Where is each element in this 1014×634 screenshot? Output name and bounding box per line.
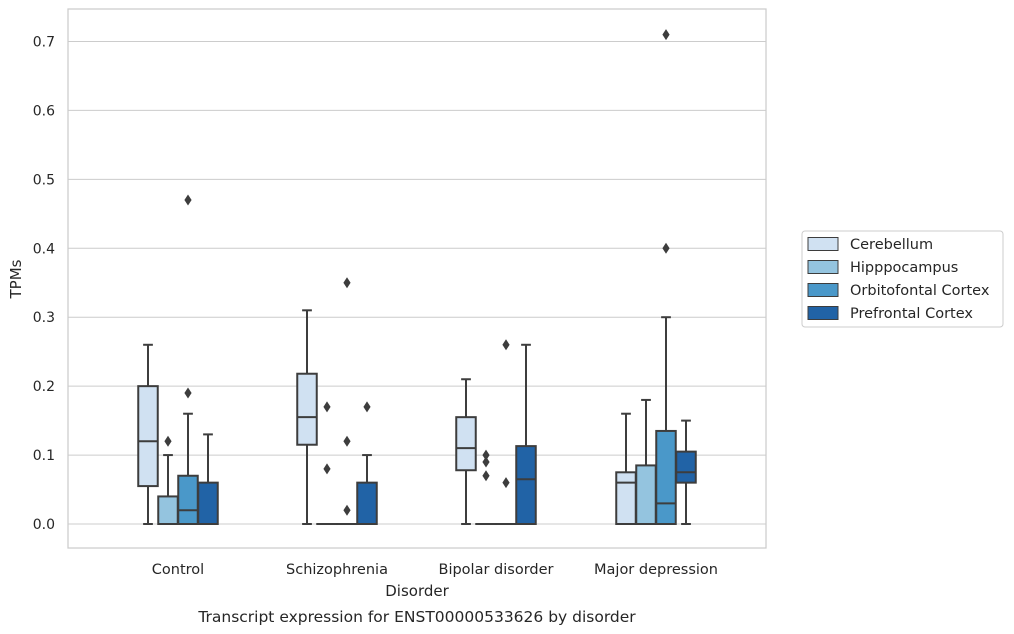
y-tick-label: 0.0 (33, 517, 55, 533)
x-tick-label: Control (152, 562, 204, 578)
x-tick-labels: Control Schizophrenia Bipolar disorder Majo… (152, 562, 718, 578)
legend-label: Prefrontal Cortex (850, 306, 973, 322)
box-3-1 (635, 398, 657, 525)
box-body (615, 471, 637, 525)
outlier-marker (502, 339, 510, 351)
box-plot-marks (137, 29, 697, 526)
outlier-marker (164, 435, 172, 447)
x-tick-label: Schizophrenia (286, 562, 388, 578)
outlier-marker (184, 194, 192, 206)
box-body (296, 372, 318, 446)
x-tick-label: Bipolar disorder (439, 562, 554, 578)
box-body (157, 495, 179, 526)
box-1-3 (356, 401, 378, 525)
box-3-2 (655, 29, 677, 525)
legend: Cerebellum Hipppocampus Orbitofontal Corte… (801, 230, 1004, 328)
legend-label: Cerebellum (850, 237, 933, 253)
outlier-marker (482, 456, 490, 468)
y-tick-label: 0.4 (33, 241, 55, 257)
box-2-0 (455, 378, 477, 525)
outlier-marker (343, 435, 351, 447)
box-body (137, 385, 159, 488)
box-body (635, 464, 657, 525)
plot-frame (67, 8, 767, 549)
box-1-0 (296, 309, 318, 525)
box-0-1 (157, 435, 179, 526)
legend-swatch (807, 283, 839, 297)
box-body (655, 429, 677, 525)
box-2-1 (475, 449, 497, 526)
outlier-marker (343, 277, 351, 289)
y-tick-labels: 0.0 0.1 0.2 0.3 0.4 0.5 0.6 0.7 (33, 34, 55, 533)
legend-swatch (807, 260, 839, 274)
outlier-marker (323, 463, 331, 475)
y-tick-label: 0.2 (33, 379, 55, 395)
box-2-2 (495, 339, 517, 526)
box-body (455, 416, 477, 472)
legend-swatch (807, 237, 839, 251)
box-body (197, 481, 219, 525)
box-3-3 (675, 419, 697, 525)
x-axis-label: Disorder (385, 582, 449, 600)
box-body (177, 474, 199, 525)
y-tick-label: 0.5 (33, 172, 55, 188)
outlier-marker (482, 449, 490, 461)
outlier-marker (184, 387, 192, 399)
grid-lines (68, 40, 766, 525)
box-1-2 (336, 277, 358, 526)
box-0-3 (197, 433, 219, 525)
y-tick-label: 0.7 (33, 34, 55, 50)
box-body (515, 445, 537, 525)
outlier-marker (482, 470, 490, 482)
chart-caption: Transcript expression for ENST0000053362… (197, 608, 636, 626)
box-2-3 (515, 343, 537, 525)
outlier-marker (662, 242, 670, 254)
outlier-marker (343, 504, 351, 516)
outlier-marker (662, 29, 670, 41)
outlier-marker (502, 477, 510, 489)
y-axis-label: TPMs (7, 259, 25, 299)
box-body (675, 450, 697, 484)
y-tick-label: 0.6 (33, 103, 55, 119)
outlier-marker (363, 401, 371, 413)
box-1-1 (316, 401, 338, 526)
y-tick-label: 0.3 (33, 310, 55, 326)
legend-label: Orbitofontal Cortex (850, 283, 990, 299)
legend-label: Hipppocampus (850, 260, 958, 276)
legend-frame (801, 230, 1004, 328)
box-body (356, 481, 378, 525)
outlier-marker (323, 401, 331, 413)
box-3-0 (615, 412, 637, 525)
y-tick-label: 0.1 (33, 448, 55, 464)
box-0-0 (137, 343, 159, 525)
legend-swatch (807, 306, 839, 320)
x-tick-label: Major depression (594, 562, 718, 578)
box-0-2 (177, 194, 199, 525)
